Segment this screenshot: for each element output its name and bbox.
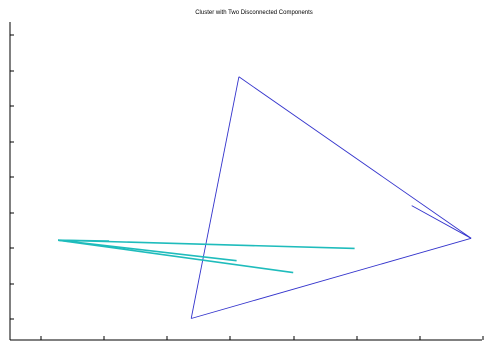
- series-2-segment: [58, 239, 110, 242]
- chart-title: Cluster with Two Disconnected Components: [195, 10, 313, 16]
- series-2-segment: [58, 239, 237, 262]
- series-1-segment: [238, 76, 472, 239]
- series-2-segment: [57, 239, 294, 274]
- series-1-segment: [190, 76, 240, 319]
- series-1-segment: [411, 205, 472, 239]
- plot-area: [57, 76, 472, 319]
- series-1-segment: [191, 237, 472, 319]
- chart-axes: [9, 22, 484, 341]
